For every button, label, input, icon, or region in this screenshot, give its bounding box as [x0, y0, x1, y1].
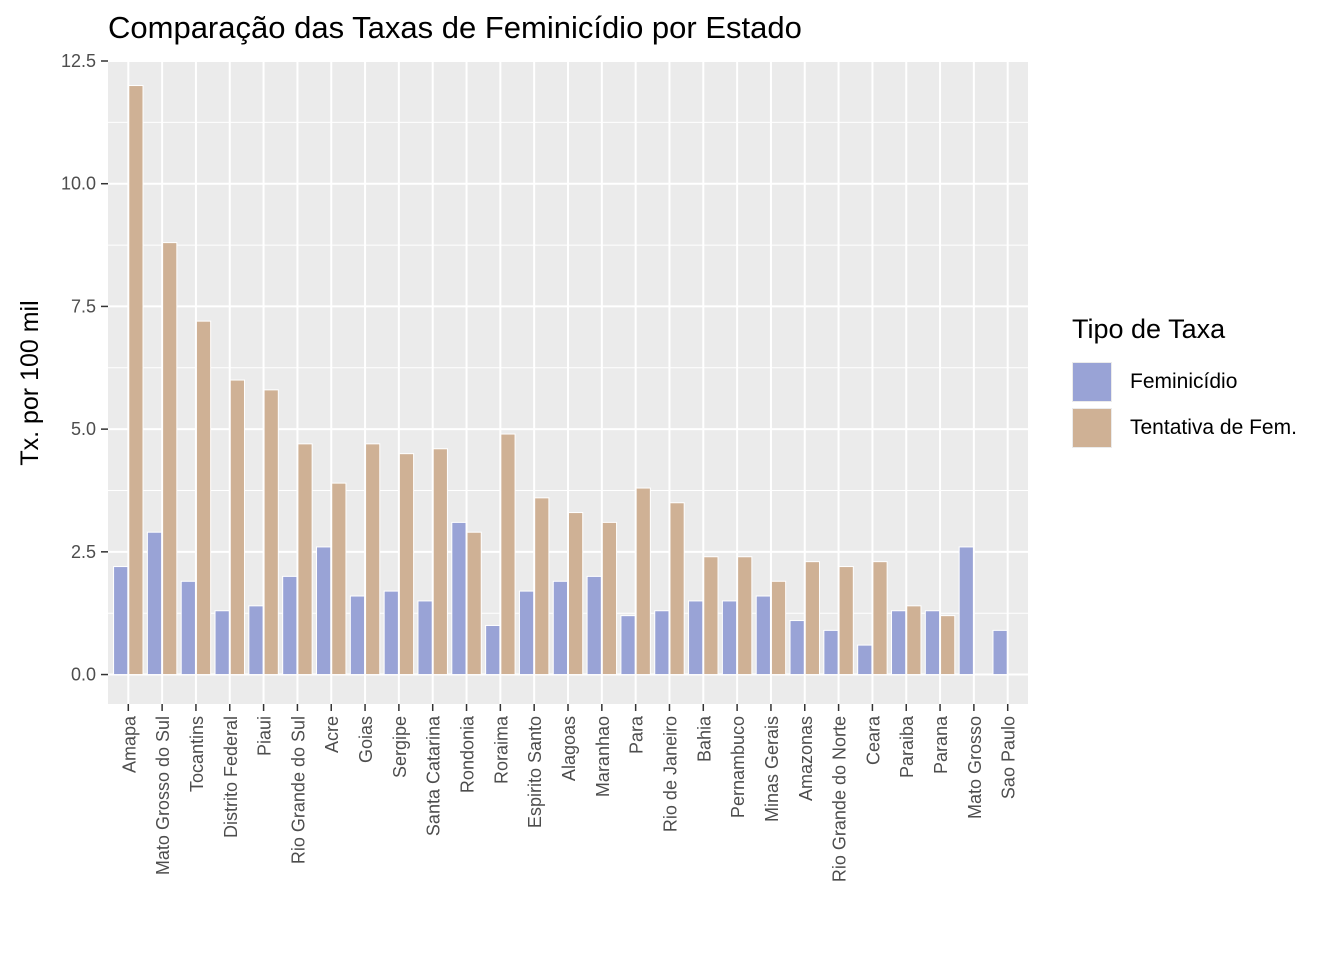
- x-tick-label: Para: [627, 715, 647, 754]
- x-tick-label: Mato Grosso do Sul: [153, 716, 173, 875]
- bar-feminicidio: [316, 546, 332, 676]
- x-tick-label: Amazonas: [796, 716, 816, 801]
- x-tick-label: Acre: [322, 716, 342, 753]
- bar-tentativa: [263, 389, 279, 676]
- bar-tentativa: [432, 448, 448, 676]
- bar-feminicidio: [654, 610, 670, 676]
- bar-feminicidio: [518, 590, 535, 676]
- x-tick-label: Goias: [356, 716, 376, 763]
- y-tick-label: 12.5: [61, 51, 96, 71]
- x-tick-label: Ceara: [863, 715, 883, 765]
- bar-feminicidio: [620, 615, 636, 676]
- x-tick-label: Sao Paulo: [999, 716, 1019, 799]
- bar-feminicidio: [248, 605, 264, 676]
- legend-item-tentativa: Tentativa de Fem.: [1072, 405, 1297, 451]
- x-tick-label: Minas Gerais: [762, 716, 782, 822]
- legend-swatch-tentativa: [1073, 409, 1111, 447]
- bar-feminicidio: [586, 575, 602, 676]
- axes: 0.0 2.5 5.0 7.5 10.0 12.5 Amapa Mato Grosso do …: [61, 51, 1019, 882]
- y-tick-label: 5.0: [71, 419, 96, 439]
- bar-feminicidio: [823, 629, 839, 676]
- bar-feminicidio: [485, 624, 501, 676]
- legend-item-feminicidio: Feminicídio: [1072, 359, 1297, 405]
- x-tick-label: Rio Grande do Norte: [830, 716, 850, 882]
- bar-tentativa: [669, 502, 685, 676]
- x-tick-label: Amapa: [119, 715, 139, 773]
- bar-tentativa: [770, 580, 787, 676]
- y-axis-label: Tx. por 100 mil: [16, 300, 44, 465]
- bar-tentativa: [838, 566, 854, 676]
- bar-feminicidio: [924, 610, 941, 676]
- bars: [113, 85, 1008, 676]
- x-tick-label: Santa Catarina: [424, 715, 444, 836]
- bar-tentativa: [737, 556, 753, 676]
- bar-tentativa: [534, 497, 550, 676]
- bar-tentativa: [940, 615, 956, 676]
- legend: Tipo de Taxa Feminicídio Tentativa de Fe…: [1072, 314, 1297, 451]
- legend-label: Feminicídio: [1130, 370, 1238, 393]
- bar-feminicidio: [891, 610, 907, 676]
- x-tick-label: Mato Grosso: [965, 716, 985, 819]
- x-tick-label: Espirito Santo: [525, 716, 545, 828]
- bar-tentativa: [365, 443, 381, 676]
- bar-tentativa: [703, 556, 719, 676]
- bar-tentativa: [872, 561, 888, 676]
- chart-title: Comparação das Taxas de Feminicídio por …: [108, 10, 802, 45]
- x-tick-label: Distrito Federal: [221, 716, 241, 838]
- bar-tentativa: [568, 512, 584, 676]
- bar-tentativa: [804, 561, 820, 676]
- y-tick-label: 7.5: [71, 296, 96, 316]
- bar-tentativa: [297, 443, 313, 676]
- bar-tentativa: [398, 453, 415, 676]
- bar-feminicidio: [383, 590, 399, 676]
- bar-tentativa: [162, 242, 178, 676]
- bar-feminicidio: [113, 566, 129, 676]
- bar-tentativa: [906, 605, 922, 676]
- bar-tentativa: [635, 487, 651, 676]
- bar-feminicidio: [789, 620, 805, 676]
- x-tick-label: Parana: [931, 715, 951, 774]
- x-tick-label: Piaui: [255, 716, 275, 756]
- legend-swatch-feminicidio: [1073, 363, 1111, 401]
- legend-title: Tipo de Taxa: [1072, 314, 1226, 344]
- bar-feminicidio: [958, 546, 974, 676]
- x-tick-label: Bahia: [694, 715, 714, 762]
- y-tick-label: 0.0: [71, 665, 96, 685]
- bar-feminicidio: [552, 580, 569, 676]
- bar-feminicidio: [146, 531, 163, 676]
- x-tick-label: Sergipe: [390, 716, 410, 778]
- x-tick-label: Roraima: [491, 715, 511, 784]
- legend-label: Tentativa de Fem.: [1130, 416, 1297, 439]
- bar-feminicidio: [417, 600, 433, 676]
- bar-feminicidio: [755, 595, 771, 676]
- x-tick-label: Pernambuco: [728, 716, 748, 818]
- bar-tentativa: [229, 379, 245, 676]
- bar-feminicidio: [180, 580, 196, 676]
- bar-feminicidio: [451, 521, 467, 676]
- x-tick-label: Alagoas: [559, 716, 579, 781]
- bar-tentativa: [195, 320, 212, 676]
- bar-tentativa: [128, 85, 144, 676]
- y-tick-label: 2.5: [71, 542, 96, 562]
- bar-tentativa: [601, 521, 618, 676]
- bar-tentativa: [466, 531, 482, 676]
- x-tick-label: Maranhao: [593, 716, 613, 797]
- x-tick-label: Rio Grande do Sul: [288, 716, 308, 864]
- bar-feminicidio: [214, 610, 230, 676]
- x-tick-label: Rondonia: [458, 715, 478, 793]
- bar-tentativa: [500, 433, 516, 676]
- bar-feminicidio: [349, 595, 366, 676]
- bar-feminicidio: [282, 575, 298, 676]
- bar-tentativa: [331, 482, 347, 676]
- bar-feminicidio: [857, 644, 873, 676]
- x-tick-label: Paraiba: [897, 715, 917, 778]
- bar-feminicidio: [992, 629, 1008, 676]
- x-tick-label: Rio de Janeiro: [660, 716, 680, 832]
- x-tick-label: Tocantins: [187, 716, 207, 792]
- y-tick-label: 10.0: [61, 174, 96, 194]
- bar-feminicidio: [688, 600, 704, 676]
- bar-feminicidio: [721, 600, 738, 676]
